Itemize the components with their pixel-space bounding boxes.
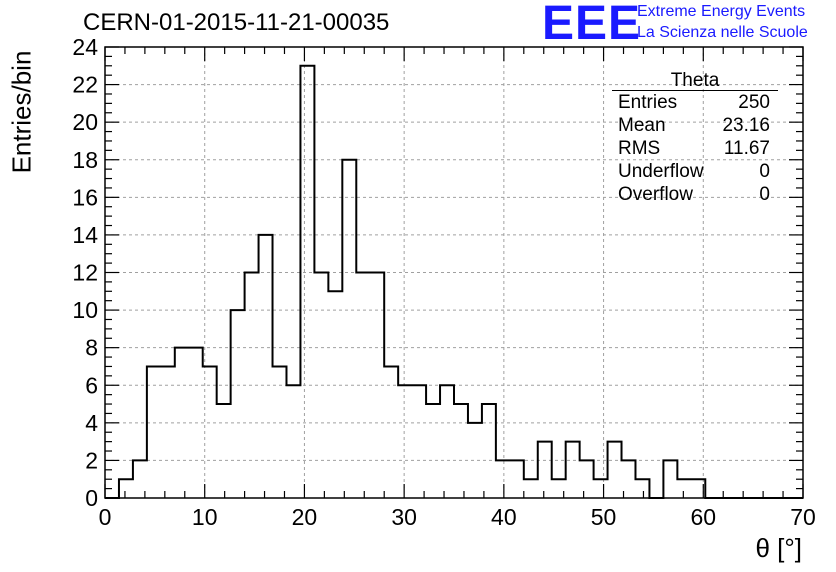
histogram-bin (203, 366, 217, 498)
histogram-bin (356, 273, 370, 499)
y-tick-label: 0 (85, 485, 98, 511)
eee-logo: EEE (542, 0, 642, 50)
x-tick-label: 50 (591, 504, 617, 530)
x-tick-label: 60 (690, 504, 716, 530)
histogram-bin (566, 442, 580, 498)
x-tick-label: 20 (292, 504, 318, 530)
stats-row-overflow: Overflow 0 (612, 183, 778, 206)
stats-label: Entries (618, 92, 678, 113)
histogram-bin (175, 348, 189, 498)
y-tick-label: 4 (85, 410, 98, 436)
histogram-bin (454, 404, 468, 498)
histogram-bin (580, 460, 594, 498)
histogram-bin (273, 366, 287, 498)
y-tick-label: 18 (72, 147, 98, 173)
x-tick-label: 0 (99, 504, 112, 530)
grid-lines (105, 47, 803, 498)
histogram-bin (161, 366, 175, 498)
stats-row-mean: Mean 23.16 (612, 114, 778, 137)
stats-value: 0 (759, 161, 770, 182)
y-tick-label: 8 (85, 335, 98, 361)
y-axis-label: Entries/bin (6, 50, 37, 174)
histogram-bin (398, 385, 412, 498)
y-tick-label: 14 (72, 222, 98, 248)
stats-row-entries: Entries 250 (612, 91, 778, 114)
y-tick-label: 12 (72, 260, 98, 286)
y-tick-label: 22 (72, 72, 98, 98)
histogram-bin (259, 235, 273, 498)
stats-title: Theta (612, 71, 778, 91)
histogram-bin (370, 273, 384, 499)
histogram-bin (314, 273, 328, 499)
stats-value: 250 (738, 92, 770, 113)
histogram-outline (105, 64, 803, 499)
stats-box: Theta Entries 250 Mean 23.16 RMS 11.67 U… (612, 71, 778, 206)
histogram-bin (189, 348, 203, 498)
tick-marks (104, 46, 804, 499)
histogram-bin (468, 423, 482, 498)
histogram-bin (412, 385, 426, 498)
histogram-bin (286, 385, 300, 498)
histogram-bins (105, 64, 803, 499)
histogram-bin (677, 479, 691, 498)
y-tick-label: 10 (72, 297, 98, 323)
stats-row-rms: RMS 11.67 (612, 137, 778, 160)
logo-line-2: La Scienza nelle Scuole (637, 24, 808, 41)
histogram-bin (217, 404, 231, 498)
y-tick-label: 20 (72, 109, 98, 135)
stats-value: 0 (759, 184, 770, 205)
stats-value: 11.67 (723, 138, 770, 159)
y-tick-label: 16 (72, 184, 98, 210)
x-axis-label: θ [°] (755, 533, 802, 563)
histogram-bin (524, 479, 538, 498)
histogram-bin (300, 66, 314, 498)
chart-title: CERN-01-2015-11-21-00035 (83, 9, 390, 36)
stats-value: 23.16 (722, 115, 770, 136)
y-tick-label: 6 (85, 372, 98, 398)
histogram-bin (231, 310, 245, 498)
x-tick-label: 10 (192, 504, 218, 530)
histogram-bin (482, 404, 496, 498)
y-tick-label: 24 (72, 34, 98, 60)
logo-line-1: Extreme Energy Events (637, 3, 806, 20)
stats-row-underflow: Underflow 0 (612, 160, 778, 183)
stats-label: RMS (618, 138, 661, 159)
x-tick-label: 40 (491, 504, 517, 530)
histogram-bin (510, 460, 524, 498)
y-tick-label: 2 (85, 447, 98, 473)
stats-label: Underflow (618, 161, 704, 182)
histogram-bin (342, 160, 356, 498)
x-tick-label: 30 (391, 504, 417, 530)
histogram-bin (147, 366, 161, 498)
histogram-bin (245, 273, 259, 499)
x-tick-label: 70 (790, 504, 816, 530)
histogram-bin (384, 366, 398, 498)
histogram-bin (608, 442, 622, 498)
histogram-bin (496, 460, 510, 498)
histogram-bin (328, 291, 342, 498)
histogram-bin (635, 479, 649, 498)
histogram-bin (440, 385, 454, 498)
histogram-bin (663, 460, 677, 498)
histogram-bin (538, 442, 552, 498)
stats-label: Mean (618, 115, 666, 136)
histogram-bin (426, 404, 440, 498)
histogram-bin (119, 479, 133, 498)
histogram-bin (594, 479, 608, 498)
stats-label: Overflow (618, 184, 693, 205)
